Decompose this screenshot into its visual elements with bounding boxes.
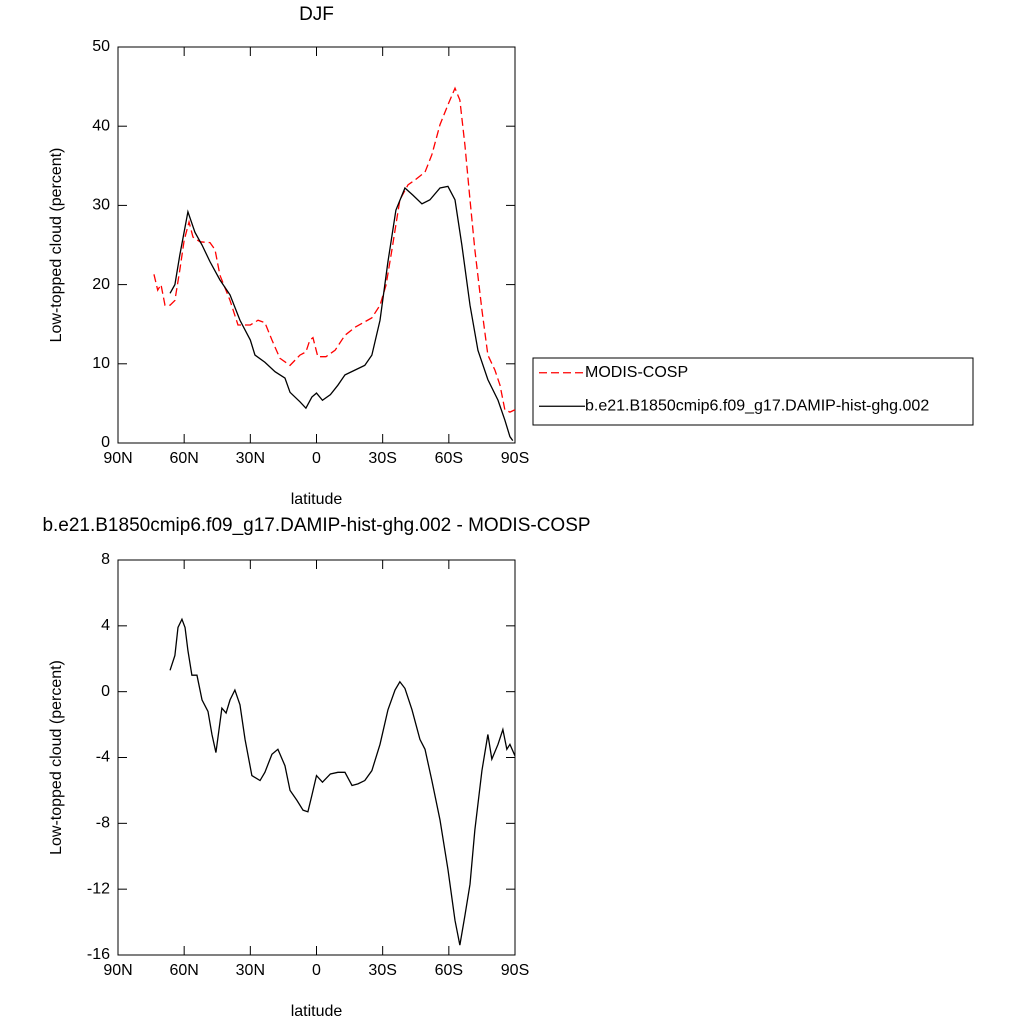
- x-tick-label: 90S: [501, 450, 529, 467]
- x-tick-label: 30N: [236, 962, 265, 979]
- data-line: [169, 617, 516, 946]
- x-tick-label: 30S: [368, 962, 396, 979]
- legend-box: [532, 357, 974, 426]
- y-tick-label: 40: [92, 117, 110, 134]
- chart-title: DJF: [299, 4, 334, 25]
- y-axis-label: Low-topped cloud (percent): [48, 660, 65, 855]
- plot-frame: [117, 46, 516, 444]
- x-tick-label: 90N: [103, 962, 132, 979]
- x-tick-label: 60S: [435, 450, 463, 467]
- y-tick-label: -12: [87, 880, 110, 897]
- y-tick-label: 0: [101, 434, 110, 451]
- y-axis-label: Low-topped cloud (percent): [48, 148, 65, 343]
- y-tick-label: 4: [101, 617, 110, 634]
- x-tick-label: 0: [312, 962, 321, 979]
- x-axis-label: latitude: [291, 491, 343, 508]
- legend-label: MODIS-COSP: [585, 364, 688, 381]
- y-tick-label: 20: [92, 276, 110, 293]
- data-line: [153, 86, 516, 413]
- y-tick-label: 8: [101, 551, 110, 568]
- x-tick-label: 90S: [501, 962, 529, 979]
- x-tick-label: 30N: [236, 450, 265, 467]
- x-tick-label: 0: [312, 450, 321, 467]
- x-tick-label: 60N: [169, 962, 198, 979]
- y-tick-label: 50: [92, 38, 110, 55]
- y-tick-label: 0: [101, 683, 110, 700]
- y-tick-label: -4: [96, 749, 110, 766]
- y-tick-label: 30: [92, 197, 110, 214]
- plot-frame: [117, 559, 516, 956]
- x-tick-label: 90N: [103, 450, 132, 467]
- x-axis-label: latitude: [291, 1003, 343, 1020]
- y-tick-label: -16: [87, 946, 110, 963]
- legend-label: b.e21.B1850cmip6.f09_g17.DAMIP-hist-ghg.…: [585, 397, 929, 414]
- x-tick-label: 60S: [435, 962, 463, 979]
- y-tick-label: -8: [96, 815, 110, 832]
- y-tick-label: 10: [92, 355, 110, 372]
- chart-title: b.e21.B1850cmip6.f09_g17.DAMIP-hist-ghg.…: [42, 515, 590, 536]
- x-tick-label: 30S: [368, 450, 396, 467]
- x-tick-label: 60N: [169, 450, 198, 467]
- data-line: [169, 185, 514, 442]
